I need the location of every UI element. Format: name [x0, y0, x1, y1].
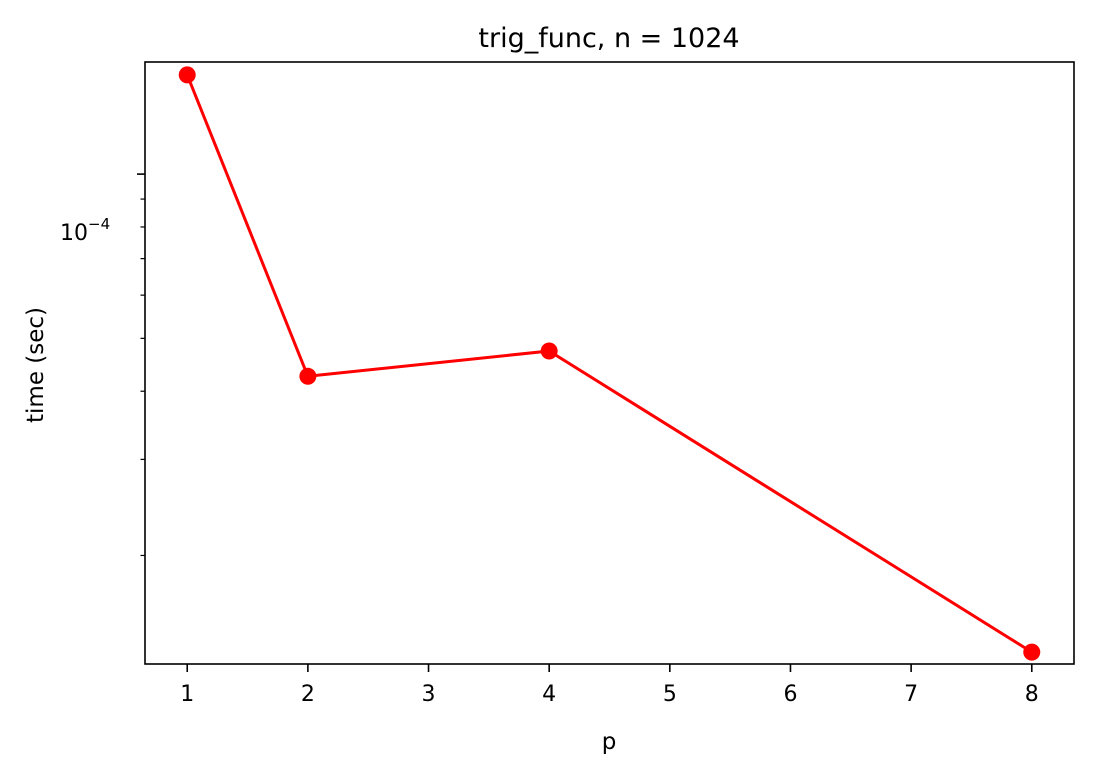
data-point — [299, 367, 317, 385]
x-tick-label: 5 — [663, 682, 677, 707]
x-tick-label: 1 — [180, 682, 194, 707]
plot-frame — [144, 61, 1075, 665]
x-axis-label: p — [602, 729, 617, 755]
series-layer — [178, 66, 1041, 661]
y-axis-label: time (sec) — [23, 307, 49, 423]
x-axis: 1 2 3 4 5 6 7 8 — [180, 664, 1039, 707]
data-point — [1023, 643, 1041, 661]
data-point — [178, 66, 196, 84]
chart-title: trig_func, n = 1024 — [478, 23, 739, 54]
x-tick-label: 4 — [542, 682, 556, 707]
x-tick-label: 2 — [301, 682, 315, 707]
x-tick-label: 8 — [1025, 682, 1039, 707]
series-line — [185, 74, 1033, 654]
x-tick-label: 3 — [422, 682, 436, 707]
data-point — [540, 342, 558, 360]
x-tick-label: 6 — [783, 682, 797, 707]
y-tick-label: 10−4 — [60, 215, 110, 246]
y-axis: 10−4 — [60, 173, 145, 557]
x-tick-label: 7 — [904, 682, 918, 707]
